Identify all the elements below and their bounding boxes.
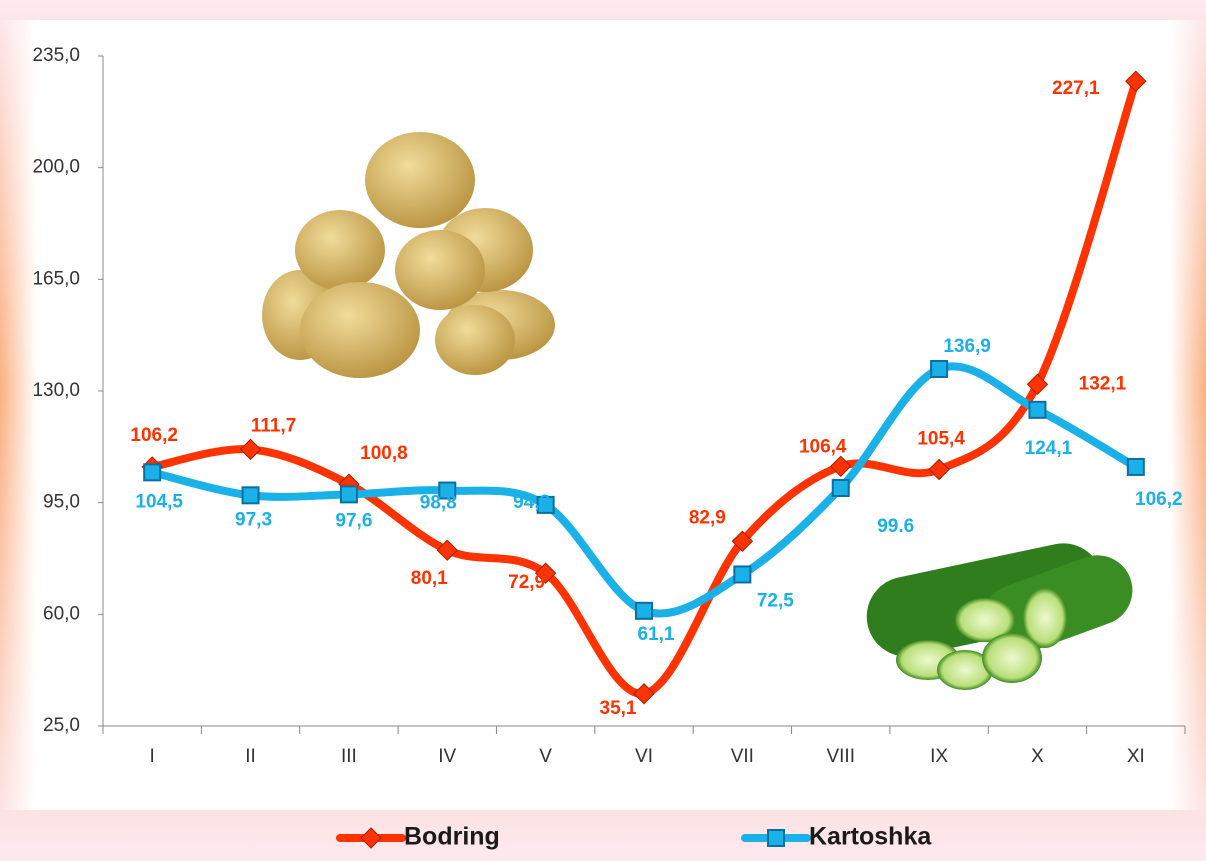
data-label: 97,3 [235,509,272,530]
data-label: 227,1 [1052,78,1100,99]
data-label: 72,9 [508,572,545,593]
page: 25,060,095,0130,0165,0200,0235,0IIIIIIIV… [0,0,1206,861]
data-label: 111,7 [251,415,296,436]
x-tick-label: III [341,746,357,767]
data-label: 105,4 [917,429,965,450]
legend-marker [768,830,784,846]
data-label: 99.6 [877,516,914,537]
y-tick-label: 165,0 [32,268,80,289]
data-label: 106,4 [799,436,847,457]
marker [144,464,160,480]
data-label: 61,1 [638,624,675,645]
data-label: 72,5 [757,590,794,611]
x-tick-label: II [245,746,256,767]
x-tick-label: VII [731,746,754,767]
legend-label: Kartoshka [809,823,932,851]
marker [636,603,652,619]
plot-background [0,20,1206,810]
y-tick-label: 235,0 [32,45,80,66]
marker [1029,402,1045,418]
data-label: 82,9 [689,507,726,528]
y-tick-label: 60,0 [43,603,80,624]
marker [243,487,259,503]
marker [341,486,357,502]
data-label: 94,3 [513,492,550,513]
data-label: 106,2 [1135,489,1183,510]
marker [734,566,750,582]
data-label: 136,9 [943,336,991,357]
marker [1128,459,1144,475]
x-tick-label: X [1031,746,1044,767]
data-label: 100,8 [360,443,408,464]
x-tick-label: VI [635,746,653,767]
x-tick-label: IV [438,746,456,767]
marker [931,361,947,377]
x-tick-label: VIII [826,746,855,767]
legend-label: Bodring [404,823,500,851]
y-tick-label: 95,0 [43,492,80,513]
x-tick-label: V [539,746,552,767]
data-label: 124,1 [1025,438,1073,459]
data-label: 106,2 [130,425,178,446]
data-label: 132,1 [1079,373,1127,394]
y-tick-label: 200,0 [32,157,80,178]
marker [833,480,849,496]
data-label: 104,5 [135,491,183,512]
data-label: 80,1 [411,568,448,589]
chart: 25,060,095,0130,0165,0200,0235,0IIIIIIIV… [0,0,1206,861]
y-tick-label: 130,0 [32,380,80,401]
data-label: 35,1 [600,698,637,719]
x-tick-label: IX [930,746,948,767]
data-label: 98,8 [420,493,457,514]
x-tick-label: I [150,746,155,767]
data-label: 97,6 [335,510,372,531]
x-tick-label: XI [1127,746,1145,767]
y-tick-label: 25,0 [43,715,80,736]
